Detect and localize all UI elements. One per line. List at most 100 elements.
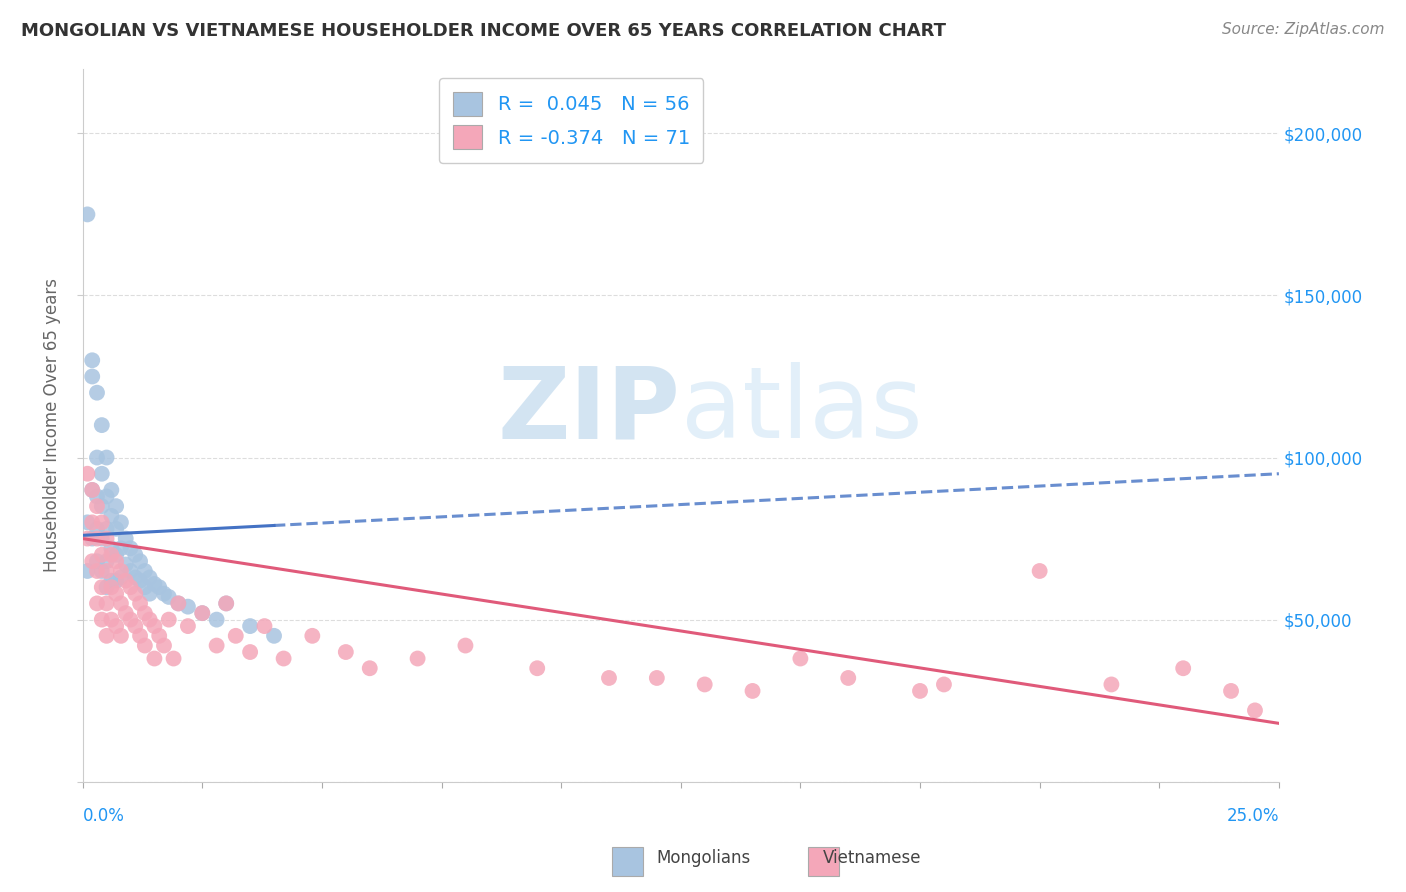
Point xyxy=(110,629,132,643)
Point xyxy=(837,671,859,685)
Point xyxy=(1028,564,1050,578)
Point xyxy=(301,629,323,643)
Point xyxy=(105,499,128,513)
Point xyxy=(138,587,160,601)
Point xyxy=(789,651,811,665)
Point xyxy=(105,554,128,568)
Point xyxy=(129,596,152,610)
Y-axis label: Householder Income Over 65 years: Householder Income Over 65 years xyxy=(44,278,60,572)
Point xyxy=(129,629,152,643)
Point xyxy=(153,639,176,653)
Point xyxy=(177,599,200,614)
Point xyxy=(100,483,122,497)
Point xyxy=(82,483,104,497)
Point xyxy=(153,587,176,601)
Point xyxy=(96,532,118,546)
Point xyxy=(114,532,136,546)
Point xyxy=(167,596,190,610)
Point xyxy=(1220,684,1243,698)
Point xyxy=(253,619,276,633)
Point xyxy=(215,596,238,610)
Point xyxy=(90,516,112,530)
Point xyxy=(82,369,104,384)
Point xyxy=(645,671,668,685)
Point xyxy=(167,596,190,610)
Point xyxy=(124,587,146,601)
Point xyxy=(205,613,228,627)
Point xyxy=(82,483,104,497)
Point xyxy=(76,516,98,530)
Point xyxy=(96,596,118,610)
Point xyxy=(86,554,108,568)
Point xyxy=(124,548,146,562)
Point xyxy=(114,558,136,572)
Point xyxy=(114,606,136,620)
Point xyxy=(86,522,108,536)
Point xyxy=(205,639,228,653)
Point xyxy=(129,574,152,588)
Point xyxy=(96,629,118,643)
Point xyxy=(143,619,166,633)
Point xyxy=(90,548,112,562)
Point xyxy=(359,661,381,675)
Point xyxy=(148,580,170,594)
Point xyxy=(90,532,112,546)
Point xyxy=(105,548,128,562)
Point xyxy=(105,587,128,601)
Point xyxy=(741,684,763,698)
Point xyxy=(96,564,118,578)
Point xyxy=(105,619,128,633)
Point xyxy=(96,554,118,568)
Point xyxy=(143,651,166,665)
Point xyxy=(239,645,262,659)
Point xyxy=(110,564,132,578)
Point xyxy=(148,629,170,643)
Point xyxy=(86,499,108,513)
Point xyxy=(1173,661,1195,675)
Point xyxy=(76,467,98,481)
Point xyxy=(76,564,98,578)
Point xyxy=(100,541,122,556)
Point xyxy=(96,522,118,536)
Point xyxy=(138,570,160,584)
Point xyxy=(110,541,132,556)
Point xyxy=(120,580,142,594)
Point xyxy=(335,645,357,659)
Point xyxy=(134,564,156,578)
Point xyxy=(134,580,156,594)
Point xyxy=(86,385,108,400)
Point xyxy=(239,619,262,633)
Point xyxy=(90,564,112,578)
Point xyxy=(114,574,136,588)
Text: atlas: atlas xyxy=(681,362,922,459)
Point xyxy=(86,596,108,610)
Point xyxy=(86,564,108,578)
Text: 25.0%: 25.0% xyxy=(1226,807,1279,825)
Point xyxy=(90,613,112,627)
Point xyxy=(100,613,122,627)
Point xyxy=(134,639,156,653)
Point xyxy=(90,580,112,594)
Point xyxy=(177,619,200,633)
Point xyxy=(120,564,142,578)
Point xyxy=(124,619,146,633)
Point xyxy=(138,613,160,627)
Point xyxy=(86,450,108,465)
Point xyxy=(76,207,98,221)
Point xyxy=(454,639,477,653)
Point xyxy=(124,570,146,584)
Point xyxy=(76,532,98,546)
Point xyxy=(120,541,142,556)
Legend: R =  0.045   N = 56, R = -0.374   N = 71: R = 0.045 N = 56, R = -0.374 N = 71 xyxy=(439,78,703,162)
Point xyxy=(191,606,214,620)
Point xyxy=(90,467,112,481)
Point xyxy=(100,580,122,594)
Point xyxy=(134,606,156,620)
Point xyxy=(215,596,238,610)
Point xyxy=(110,516,132,530)
Point xyxy=(143,577,166,591)
Point xyxy=(273,651,295,665)
Point xyxy=(100,574,122,588)
Point xyxy=(157,613,180,627)
Text: Mongolians: Mongolians xyxy=(655,849,751,867)
